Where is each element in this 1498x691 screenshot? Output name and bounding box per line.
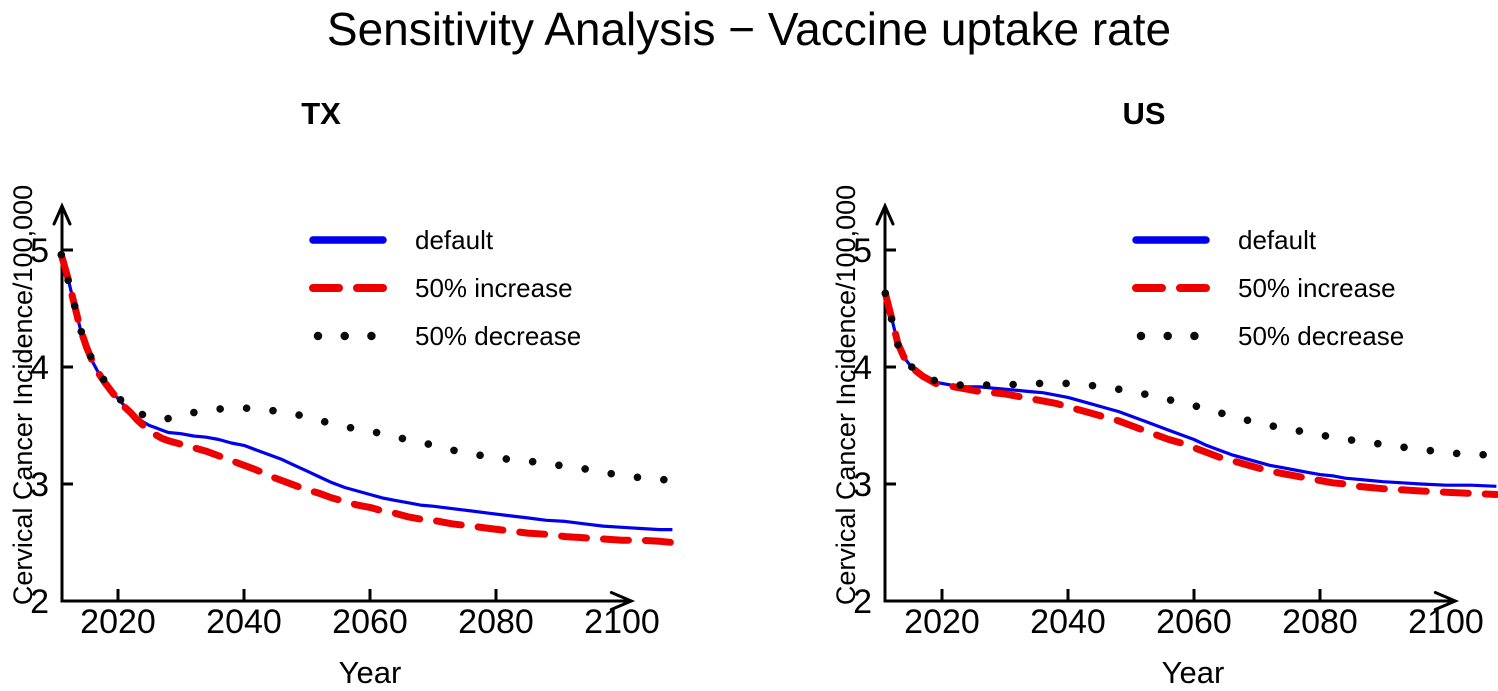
tx-x-axis-arrow-icon [609,591,636,611]
us-x-tick-label-2100: 2100 [1408,603,1484,641]
tx-x-tick-label-2100: 2100 [584,603,660,641]
tx-series-dotted-line [57,250,677,485]
us-x-tick-label-2040: 2040 [1030,603,1106,641]
panel-title-tx: TX [301,96,341,131]
us-series-dotted-line [881,289,1498,459]
us-series-dashed-line [881,289,1498,498]
tx-series-solid-line [59,254,673,532]
panel-title-us: US [1122,96,1166,131]
tx-x-tick-label-2060: 2060 [332,603,408,641]
us-y-tick-label-3: 3 [853,466,872,504]
us-y-tick-label-4: 4 [853,349,872,387]
legend-label-increase-us: 50% increase [1238,273,1396,303]
tx-y-axis-arrow-icon [52,202,72,226]
tx-y-tick-label-2: 2 [30,583,49,621]
tx-x-tick-label-2080: 2080 [458,603,534,641]
legend-label-decrease-us: 50% decrease [1238,321,1405,351]
tx-y-tick-label-5: 5 [30,232,49,270]
us-x-tick-label-2080: 2080 [1282,603,1358,641]
tx-series-dashed-line [57,251,676,546]
legend-label-decrease-tx: 50% decrease [415,321,582,351]
us-y-axis-arrow-icon [875,202,895,226]
tx-x-tick-label-2020: 2020 [80,603,156,641]
us-y-tick-label-5: 5 [853,232,872,270]
tx-x-tick-label-2040: 2040 [206,603,282,641]
tx-y-tick-label-3: 3 [30,466,49,504]
x-axis-label-us: Year [1161,655,1225,690]
us-y-tick-label-2: 2 [853,583,872,621]
y-axis-label-tx: Cervical Cancer Incidence/100,000 [8,184,38,606]
legend-label-increase-tx: 50% increase [415,273,573,303]
y-axis-label-us: Cervical Cancer Incidence/100,000 [831,184,861,606]
legend-label-default-us: default [1238,225,1317,255]
x-axis-label-tx: Year [338,655,402,690]
legend-label-default-tx: default [415,225,494,255]
tx-y-tick-label-4: 4 [30,349,49,387]
figure-title: Sensitivity Analysis − Vaccine uptake ra… [326,3,1172,55]
us-x-tick-label-2060: 2060 [1156,603,1232,641]
us-x-axis-arrow-icon [1433,591,1460,611]
us-x-tick-label-2020: 2020 [904,603,980,641]
